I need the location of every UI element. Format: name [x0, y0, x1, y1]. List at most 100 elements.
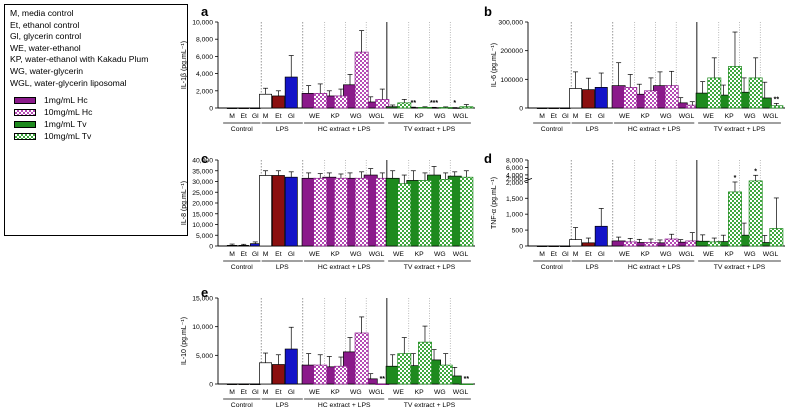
y-tick-label: 0 [209, 106, 213, 113]
x-tick-label: WE [619, 113, 630, 120]
chart-panel-b: b IL-6 (pg.mL⁻¹) 0 100000 200000 300,000 ** M Et… [484, 4, 785, 133]
lps-bar-M [259, 362, 272, 385]
x-tick-label: M [263, 113, 269, 120]
legend-abbreviation: WE, water-ethanol [10, 42, 81, 53]
extract-bar-WE-hc [301, 177, 316, 247]
extract-bar-WE-tv [385, 365, 400, 385]
x-tick-label: WE [393, 389, 404, 396]
significance-label: ** [464, 376, 470, 383]
extract-bar-KP-hc [333, 365, 348, 385]
x-tick-label: WGL [369, 389, 385, 396]
y-tick-label: 100000 [500, 77, 523, 84]
y-axis-label: IL-6 (pg.mL⁻¹) [491, 43, 498, 87]
y-tick-label: 0 [519, 244, 523, 251]
extract-bar-WG-tv [748, 180, 763, 247]
extract-bar-WE-hc [623, 241, 638, 247]
legend-entry-label: 1mg/mL Tv [44, 119, 87, 130]
x-tick-label: Et [240, 251, 247, 258]
y-tick-label: 1,500 [506, 196, 523, 203]
x-tick-label: Gl [562, 113, 569, 120]
control-bar-Et [238, 107, 249, 109]
legend-swatch-hc-1 [14, 96, 36, 104]
extract-bar-KP-hc [333, 177, 348, 247]
chart-panel-a: a IL-1β (pg.mL⁻¹) 0 2,000 4,000 6,000 8,000 10,… [181, 4, 475, 133]
y-axis-label: IL-1β (pg.mL⁻¹) [181, 41, 188, 89]
x-tick-label: Gl [598, 251, 605, 258]
extract-bar-KP-tv [418, 341, 432, 385]
x-tick-label: Et [275, 251, 282, 258]
group-label: LPS [276, 264, 289, 271]
extract-bar-WE-tv [385, 106, 400, 109]
extract-bar-KP-hc [333, 95, 348, 109]
extract-bar-WE-tv [397, 183, 412, 247]
x-tick-label: KP [641, 113, 651, 120]
legend-swatch-hc-10 [14, 108, 36, 116]
group-label: HC extract + LPS [628, 264, 681, 271]
extract-bar-WG-hc [664, 238, 679, 247]
lps-bar-Gl [594, 87, 608, 109]
extract-bar-WGL-tv [769, 228, 784, 247]
extract-bar-WG-tv [438, 107, 453, 109]
x-tick-label: WE [393, 113, 404, 120]
x-tick-label: WGL [763, 251, 779, 258]
y-tick-label: 8,000 [506, 158, 523, 165]
y-tick-label: 0 [209, 244, 213, 251]
group-label: Control [231, 264, 253, 271]
group-label: LPS [276, 126, 289, 133]
extract-bar-KP-tv [728, 191, 742, 247]
y-tick-label: 4,000 [506, 172, 523, 179]
control-bar-M [226, 107, 238, 109]
extract-bar-KP-hc [643, 242, 658, 247]
lps-bar-M [259, 93, 272, 109]
y-tick-label: 40,000 [192, 158, 213, 165]
legend: M, media control Et, ethanol control Gl,… [4, 4, 188, 236]
x-tick-label: Et [550, 113, 557, 120]
group-label: Control [231, 402, 253, 409]
legend-abbreviation: M, media control [10, 8, 74, 18]
group-label: HC extract + LPS [318, 126, 371, 133]
group-label: HC extract + LPS [318, 402, 371, 409]
x-tick-label: Et [585, 113, 592, 120]
lps-bar-Et [271, 175, 285, 247]
x-tick-label: WE [393, 251, 404, 258]
x-tick-label: KP [725, 113, 735, 120]
x-tick-label: WGL [453, 389, 469, 396]
x-tick-label: WGL [679, 251, 695, 258]
extract-bar-WG-tv [748, 77, 763, 109]
significance-label: *** [430, 100, 438, 107]
x-tick-label: M [229, 251, 235, 258]
x-tick-label: Gl [598, 113, 605, 120]
legend-entry-label: 1mg/mL Hc [44, 95, 88, 106]
lps-bar-M [569, 88, 582, 109]
group-label: HC extract + LPS [318, 264, 371, 271]
panel-letter: e [201, 285, 208, 300]
x-tick-label: M [539, 113, 545, 120]
chart-panel-d: d TNF-α (pg.mL⁻¹) 0 500 1,000 1,500 2,0002,000… [484, 151, 785, 271]
significance-label: ** [774, 96, 780, 103]
legend-abbreviation: WG, water-glycerin [10, 65, 84, 76]
extract-bar-WGL-tv [459, 106, 474, 109]
x-tick-label: M [229, 389, 235, 396]
extract-bar-WE-hc [313, 93, 328, 109]
lps-bar-Gl [284, 76, 298, 109]
y-tick-label: 8,000 [196, 37, 213, 44]
x-tick-label: WGL [453, 113, 469, 120]
y-tick-label: 25,000 [192, 190, 213, 197]
group-label: TV extract + LPS [714, 264, 766, 271]
x-tick-label: WE [619, 251, 630, 258]
control-bar-Gl [560, 107, 571, 109]
significance-label: * [453, 100, 456, 107]
group-label: LPS [586, 264, 599, 271]
extract-bar-WG-hc [354, 332, 369, 385]
x-tick-label: WE [703, 251, 714, 258]
y-tick-label: 15,000 [192, 296, 213, 303]
y-tick-label: 15,000 [192, 211, 213, 218]
x-tick-label: Gl [562, 251, 569, 258]
x-tick-label: KP [331, 389, 341, 396]
x-tick-label: Gl [288, 113, 295, 120]
x-tick-label: WE [309, 251, 320, 258]
x-tick-label: KP [641, 251, 651, 258]
x-tick-label: WE [309, 389, 320, 396]
y-axis-label: TNF-α (pg.mL⁻¹) [491, 177, 498, 229]
